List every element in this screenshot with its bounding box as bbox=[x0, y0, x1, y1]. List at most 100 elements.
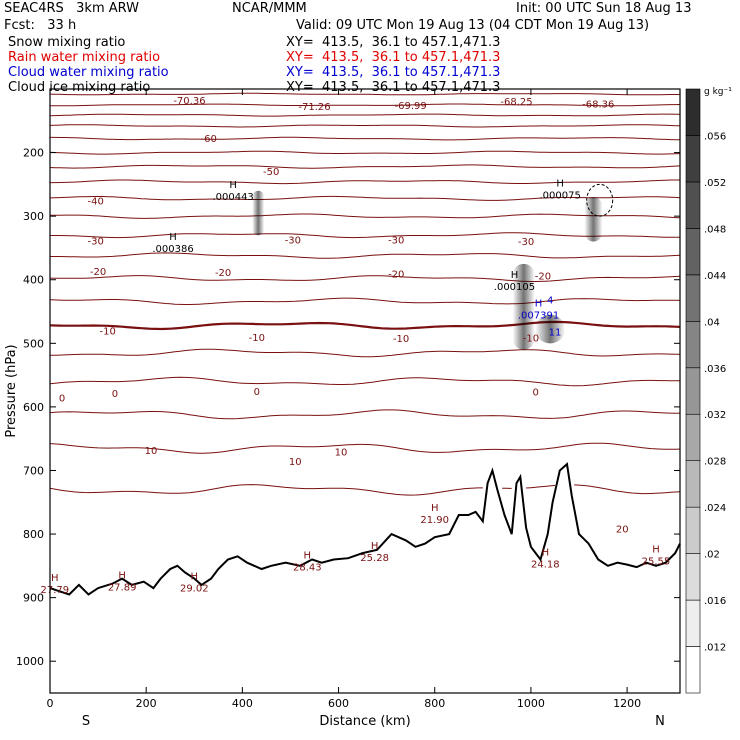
isotherm-label: -20 bbox=[90, 267, 106, 278]
colorbar: .012 .016 .02 .024 .028 .032 .036 .04 .044 .048 .0… bbox=[685, 88, 726, 694]
isotherm--25 bbox=[49, 213, 681, 219]
colorbar-segment bbox=[685, 460, 701, 508]
isotherm-label: 10 bbox=[289, 457, 302, 468]
isotherm-label: -30 bbox=[88, 236, 104, 247]
y-tick-label: 400 bbox=[23, 274, 44, 287]
surface-high-value: 27.79 bbox=[40, 585, 69, 596]
surface-high-marker: H bbox=[542, 547, 550, 558]
colorbar-segment bbox=[685, 88, 701, 136]
init-time: Init: 00 UTC Sun 18 Aug 13 bbox=[516, 1, 692, 16]
isotherm--10 bbox=[49, 275, 681, 282]
surface-high-marker: H bbox=[431, 503, 439, 514]
plot-frame bbox=[49, 88, 681, 694]
colorbar-segment bbox=[685, 367, 701, 415]
colorbar-tick-label: .032 bbox=[704, 410, 726, 421]
colorbar-segment bbox=[685, 506, 701, 554]
maximum-value: .000105 bbox=[494, 282, 535, 293]
maximum-marker: H bbox=[169, 232, 177, 243]
field-label-snow: Snow mixing ratio bbox=[8, 35, 126, 50]
colorbar-tick-label: .012 bbox=[704, 643, 726, 654]
colorbar-segment bbox=[685, 599, 701, 647]
snow-shading bbox=[252, 183, 614, 350]
colorbar-segment bbox=[685, 321, 701, 369]
isotherm-5 bbox=[49, 348, 681, 358]
isotherm-label: -30 bbox=[518, 237, 534, 248]
isotherm-label: -70.36 bbox=[173, 96, 205, 107]
colorbar-tick-label: .056 bbox=[704, 131, 726, 142]
colorbar-segment bbox=[685, 135, 701, 183]
isotherm-label: -10 bbox=[393, 334, 409, 345]
y-tick-label: 800 bbox=[23, 528, 44, 541]
maximum-value: .000075 bbox=[539, 191, 580, 202]
isotherm-label: -30 bbox=[388, 236, 404, 247]
colorbar-unit: g kg⁻¹ bbox=[704, 87, 732, 97]
isotherm-label: -30 bbox=[285, 236, 301, 247]
maximum-value: .000443 bbox=[212, 192, 253, 203]
x-tick-label: 0 bbox=[47, 697, 54, 710]
isotherm-label: -50 bbox=[263, 167, 279, 178]
surface-high-marker: H bbox=[304, 551, 312, 562]
forecast-hour: Fcst: 33 h bbox=[4, 18, 77, 33]
y-tick-label: 300 bbox=[23, 210, 44, 223]
isotherm--65 bbox=[50, 103, 681, 107]
cloud-ice-outline bbox=[586, 183, 614, 217]
isotherm-label: 10 bbox=[145, 446, 158, 457]
isotherm--55 bbox=[49, 124, 681, 128]
colorbar-segment bbox=[685, 228, 701, 276]
cloud-water-label: 4 bbox=[547, 295, 553, 306]
isotherm-label: 10 bbox=[335, 447, 348, 458]
isotherm-label: 0 bbox=[533, 388, 539, 399]
colorbar-tick-label: .052 bbox=[704, 178, 726, 189]
x-tick-label: 200 bbox=[136, 697, 157, 710]
surface-high-value: 28.43 bbox=[293, 563, 322, 574]
surface-high-value: 24.18 bbox=[531, 559, 560, 570]
y-tick-label: 200 bbox=[23, 147, 44, 160]
isotherm--20 bbox=[50, 232, 680, 239]
x-axis-title: Distance (km) bbox=[319, 714, 410, 729]
surface-high-value: 27.89 bbox=[108, 582, 137, 593]
y-tick-label: 600 bbox=[23, 401, 44, 414]
isotherm-label: -10 bbox=[249, 333, 265, 344]
y-tick-label: 500 bbox=[23, 337, 44, 350]
surface-high-value: 29.02 bbox=[180, 584, 209, 595]
surface-high-value: 25.28 bbox=[360, 553, 389, 564]
isotherm--15 bbox=[50, 252, 681, 259]
colorbar-segment bbox=[685, 274, 701, 322]
valid-time: Valid: 09 UTC Mon 19 Aug 13 (04 CDT Mon … bbox=[296, 18, 650, 33]
isotherm--70 bbox=[49, 92, 681, 96]
isotherm-label: 0 bbox=[112, 389, 118, 400]
field-xy-cloud-water: XY= 413.5, 36.1 to 457.1,471.3 bbox=[286, 65, 501, 80]
terrain-surface bbox=[49, 462, 681, 596]
y-tick-label: 900 bbox=[23, 592, 44, 605]
isotherm-label: -20 bbox=[388, 269, 404, 280]
isotherm--45 bbox=[49, 150, 681, 155]
x-end-label-south: S bbox=[82, 714, 90, 729]
field-label-cloud-ice: Cloud ice mixing ratio bbox=[8, 80, 151, 95]
surface-high-value: 25.55 bbox=[642, 556, 671, 567]
colorbar-tick-label: .028 bbox=[704, 457, 726, 468]
y-axis-title: Pressure (hPa) bbox=[4, 344, 19, 437]
isotherm--60 bbox=[49, 113, 681, 117]
surface-high-marker: H bbox=[118, 570, 126, 581]
isotherm-label: -10 bbox=[523, 334, 539, 345]
isotherm-label: -20 bbox=[535, 271, 551, 282]
colorbar-segment bbox=[685, 413, 701, 461]
colorbar-segment bbox=[685, 553, 701, 601]
x-tick-label: 600 bbox=[328, 697, 349, 710]
isotherm-label: -68.25 bbox=[500, 97, 532, 108]
maximum-marker: H bbox=[556, 179, 564, 190]
x-end-label-north: N bbox=[655, 714, 665, 729]
y-tick-label: 700 bbox=[23, 464, 44, 477]
isotherm-0 bbox=[49, 320, 681, 331]
surface-high-marker: H bbox=[51, 573, 59, 584]
colorbar-tick-label: .02 bbox=[704, 550, 720, 561]
isotherm--5 bbox=[49, 297, 681, 305]
maximum-marker: H bbox=[535, 299, 543, 310]
field-label-rain: Rain water mixing ratio bbox=[8, 50, 161, 65]
colorbar-segment bbox=[685, 646, 701, 694]
snow-plume-2 bbox=[535, 314, 566, 344]
colorbar-segment bbox=[685, 181, 701, 229]
maximum-value: .000386 bbox=[152, 244, 193, 255]
